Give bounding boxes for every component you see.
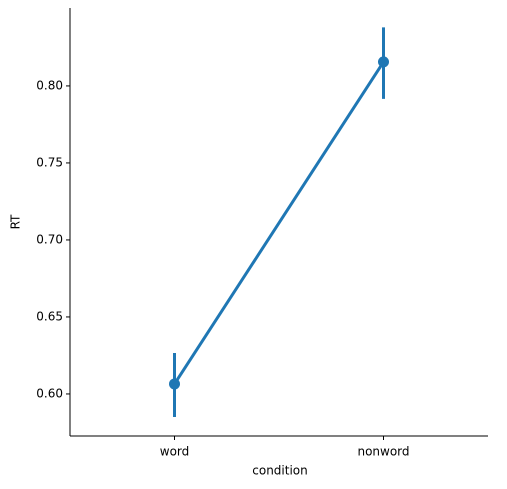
x-axis-label: condition [252, 464, 307, 478]
x-tick-label: nonword [357, 445, 409, 459]
y-tick-label: 0.75 [36, 155, 63, 169]
y-tick-label: 0.60 [36, 386, 63, 400]
point [378, 56, 389, 68]
y-axis-label: RT [9, 214, 23, 229]
x-tick-label: word [160, 445, 190, 459]
y-tick-label: 0.80 [36, 78, 63, 92]
line [173, 61, 385, 385]
y-tick-label: 0.65 [36, 309, 63, 323]
point [169, 378, 180, 390]
y-tick-label: 0.70 [36, 232, 63, 246]
